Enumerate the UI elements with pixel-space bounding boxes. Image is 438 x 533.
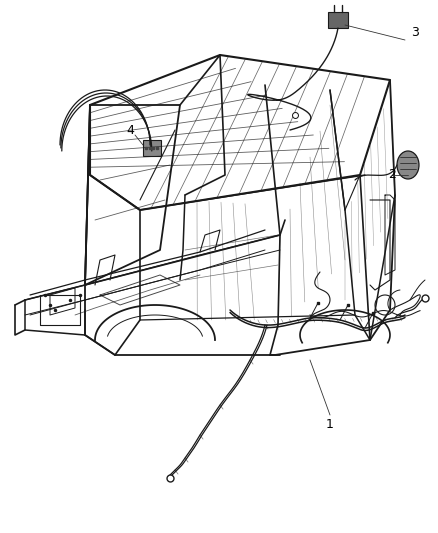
Bar bbox=[143, 140, 161, 156]
Text: 4: 4 bbox=[126, 124, 134, 136]
Text: 3: 3 bbox=[411, 26, 419, 38]
Ellipse shape bbox=[397, 151, 419, 179]
Bar bbox=[328, 12, 348, 28]
Text: 2: 2 bbox=[388, 168, 396, 182]
Text: 1: 1 bbox=[326, 418, 334, 432]
